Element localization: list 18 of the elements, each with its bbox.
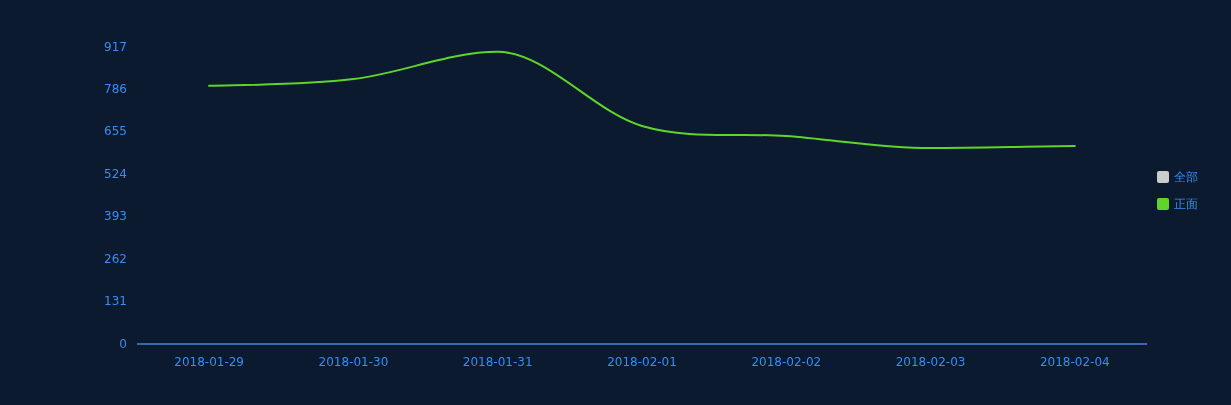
legend-label: 全部 [1174, 169, 1198, 184]
y-tick-label: 655 [104, 124, 127, 139]
x-tick-label: 2018-02-03 [895, 355, 966, 369]
x-tick-label: 2018-01-31 [462, 355, 533, 369]
x-tick-label: 2018-01-29 [174, 355, 245, 369]
y-tick-label: 786 [104, 81, 127, 96]
y-tick-label: 131 [104, 294, 127, 309]
x-tick-label: 2018-02-01 [607, 355, 677, 369]
y-tick-label: 262 [104, 251, 127, 266]
y-tick-label: 917 [104, 39, 127, 54]
legend-label: 正面 [1174, 196, 1198, 211]
x-tick-label: 2018-02-02 [751, 355, 822, 369]
x-tick-label: 2018-02-04 [1039, 355, 1110, 369]
line-series [208, 50, 1076, 150]
x-tick-label: 2018-01-30 [318, 355, 389, 369]
y-tick-label: 0 [119, 336, 127, 351]
y-tick-label: 524 [104, 166, 127, 181]
y-tick-label: 393 [104, 209, 127, 224]
